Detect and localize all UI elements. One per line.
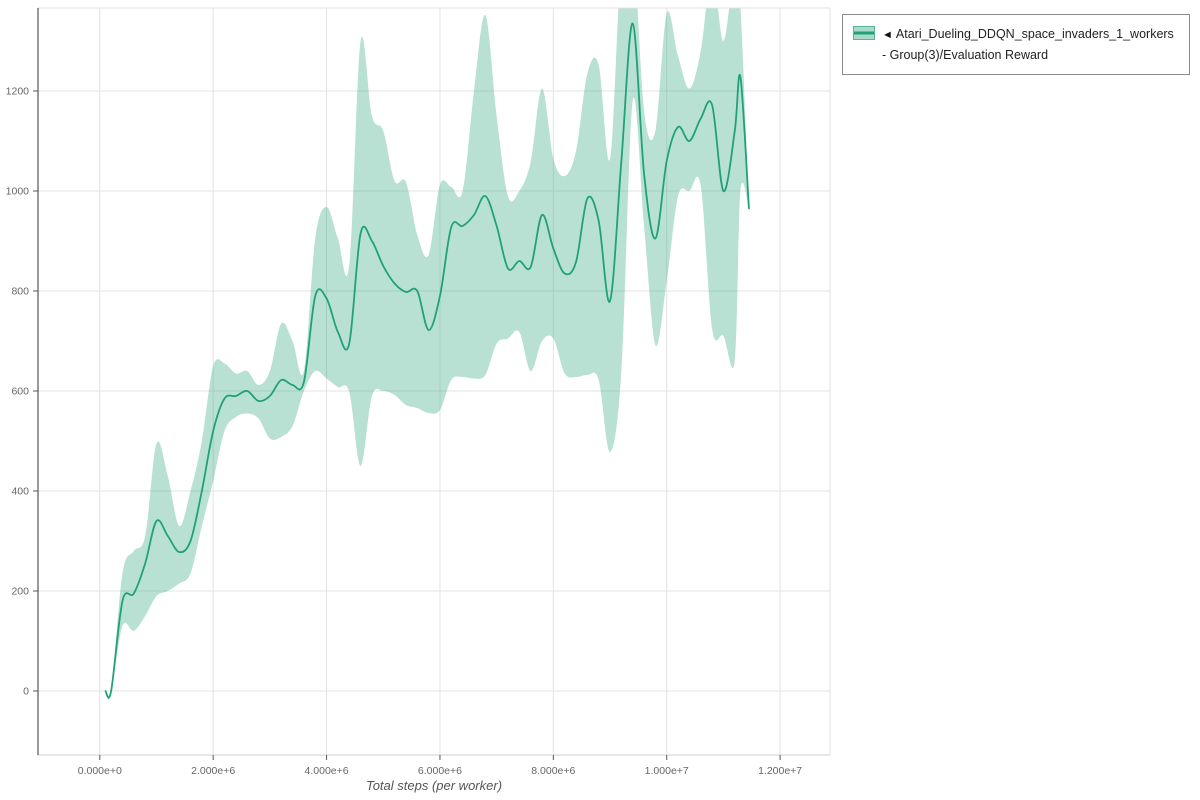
y-tick-label: 1200 [6, 86, 30, 98]
y-tick-label: 600 [11, 386, 29, 398]
x-tick-label: 1.200e+7 [758, 765, 802, 777]
x-tick-label: 8.000e+6 [531, 765, 575, 777]
tick-labels: 0.000e+0 2.000e+6 4.000e+6 6.000e+6 8.000e+6… [6, 86, 803, 778]
y-tick-label: 800 [11, 286, 29, 298]
legend-label: ◄ Atari_Dueling_DDQN_space_invaders_1_wor… [882, 24, 1179, 65]
collapse-triangle-icon: ◄ [882, 29, 893, 41]
x-tick-label: 0.000e+0 [78, 765, 122, 777]
y-tick-label: 1000 [6, 186, 30, 198]
axes-spines [37, 7, 831, 756]
x-tick-label: 4.000e+6 [305, 765, 349, 777]
mean-reward-line [104, 22, 750, 699]
legend[interactable]: ◄ Atari_Dueling_DDQN_space_invaders_1_wor… [842, 14, 1190, 75]
tick-marks [33, 90, 781, 760]
legend-series-name: Atari_Dueling_DDQN_space_invaders_1_work… [882, 27, 1174, 62]
y-tick-label: 0 [23, 686, 29, 698]
gridlines [38, 8, 830, 755]
legend-series-swatch-icon [853, 26, 875, 40]
x-axis-label: Total steps (per worker) [366, 778, 502, 793]
x-tick-label: 6.000e+6 [418, 765, 462, 777]
y-tick-label: 200 [11, 586, 29, 598]
y-tick-label: 400 [11, 486, 29, 498]
x-tick-label: 1.000e+7 [645, 765, 689, 777]
x-tick-label: 2.000e+6 [191, 765, 235, 777]
confidence-band [105, 8, 749, 700]
